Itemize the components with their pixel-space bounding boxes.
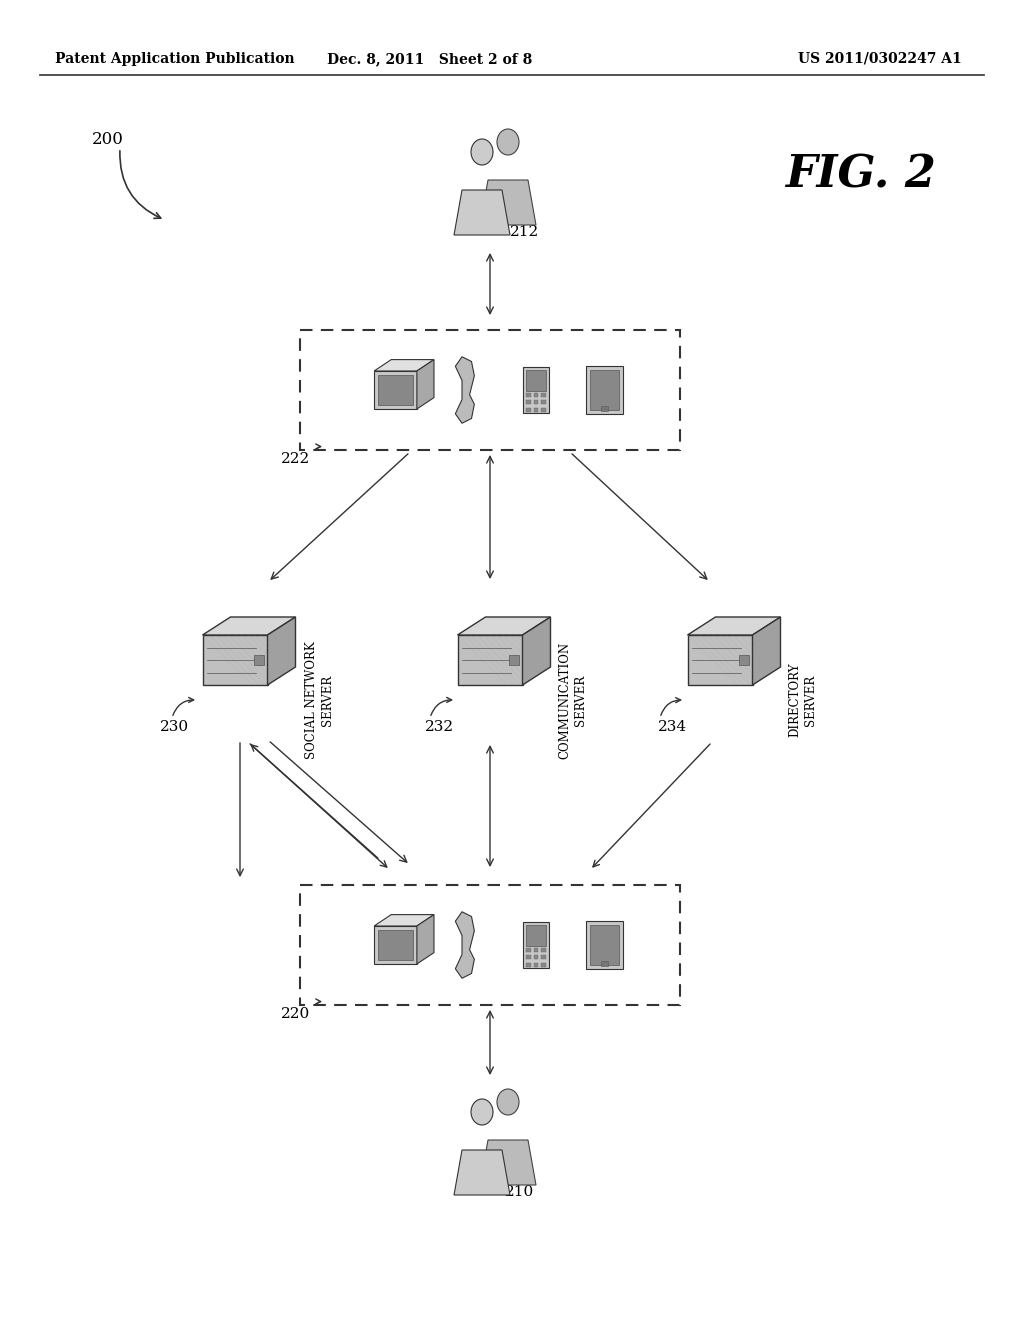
Bar: [526, 956, 530, 960]
Text: FIG. 2: FIG. 2: [784, 153, 936, 197]
Bar: [525, 925, 547, 945]
Bar: [534, 956, 539, 960]
Text: US 2011/0302247 A1: US 2011/0302247 A1: [798, 51, 962, 66]
Bar: [525, 370, 547, 391]
Polygon shape: [374, 359, 434, 371]
Polygon shape: [480, 180, 536, 224]
Bar: [587, 921, 623, 969]
Polygon shape: [374, 371, 417, 409]
Polygon shape: [417, 359, 434, 409]
Text: 222: 222: [281, 451, 310, 466]
Polygon shape: [753, 616, 780, 685]
Polygon shape: [522, 616, 551, 685]
Bar: [534, 948, 539, 952]
Polygon shape: [417, 915, 434, 964]
Polygon shape: [456, 912, 474, 978]
Bar: [542, 964, 546, 966]
Text: COMMUNICATION
SERVER: COMMUNICATION SERVER: [558, 642, 587, 759]
Text: DIRECTORY
SERVER: DIRECTORY SERVER: [788, 663, 817, 738]
Bar: [591, 370, 618, 409]
Bar: [542, 400, 546, 404]
Text: 210: 210: [505, 1185, 535, 1199]
Bar: [534, 393, 539, 396]
Bar: [523, 367, 550, 413]
Bar: [523, 923, 550, 968]
Ellipse shape: [471, 1100, 493, 1125]
Bar: [254, 655, 263, 665]
Bar: [534, 964, 539, 966]
Polygon shape: [458, 616, 551, 635]
Polygon shape: [374, 927, 417, 964]
Text: 232: 232: [425, 719, 454, 734]
Bar: [526, 393, 530, 396]
Polygon shape: [454, 1150, 510, 1195]
Polygon shape: [454, 190, 510, 235]
Bar: [526, 400, 530, 404]
Polygon shape: [458, 635, 522, 685]
Bar: [542, 956, 546, 960]
Bar: [526, 408, 530, 412]
Ellipse shape: [471, 139, 493, 165]
Text: Patent Application Publication: Patent Application Publication: [55, 51, 295, 66]
Bar: [534, 408, 539, 412]
Bar: [300, 884, 680, 1005]
Polygon shape: [456, 356, 474, 424]
Bar: [738, 655, 749, 665]
Text: 230: 230: [160, 719, 189, 734]
Polygon shape: [687, 635, 753, 685]
Polygon shape: [687, 616, 780, 635]
Polygon shape: [203, 616, 296, 635]
Bar: [601, 407, 608, 411]
Ellipse shape: [497, 1089, 519, 1115]
Text: 212: 212: [510, 224, 540, 239]
Polygon shape: [480, 1140, 536, 1185]
Polygon shape: [374, 915, 434, 927]
Bar: [509, 655, 518, 665]
Bar: [542, 408, 546, 412]
Text: SOCIAL NETWORK
SERVER: SOCIAL NETWORK SERVER: [305, 642, 334, 759]
Bar: [378, 931, 413, 960]
Bar: [542, 948, 546, 952]
Text: 200: 200: [92, 132, 124, 149]
Text: 234: 234: [658, 719, 687, 734]
Bar: [378, 375, 413, 405]
Bar: [526, 948, 530, 952]
Polygon shape: [267, 616, 296, 685]
Text: Dec. 8, 2011   Sheet 2 of 8: Dec. 8, 2011 Sheet 2 of 8: [328, 51, 532, 66]
Bar: [526, 964, 530, 966]
Bar: [542, 393, 546, 396]
Bar: [591, 925, 618, 965]
Bar: [587, 366, 623, 413]
Bar: [534, 400, 539, 404]
Text: 220: 220: [281, 1007, 310, 1020]
Polygon shape: [203, 635, 267, 685]
Bar: [300, 330, 680, 450]
Bar: [601, 961, 608, 966]
Ellipse shape: [497, 129, 519, 154]
